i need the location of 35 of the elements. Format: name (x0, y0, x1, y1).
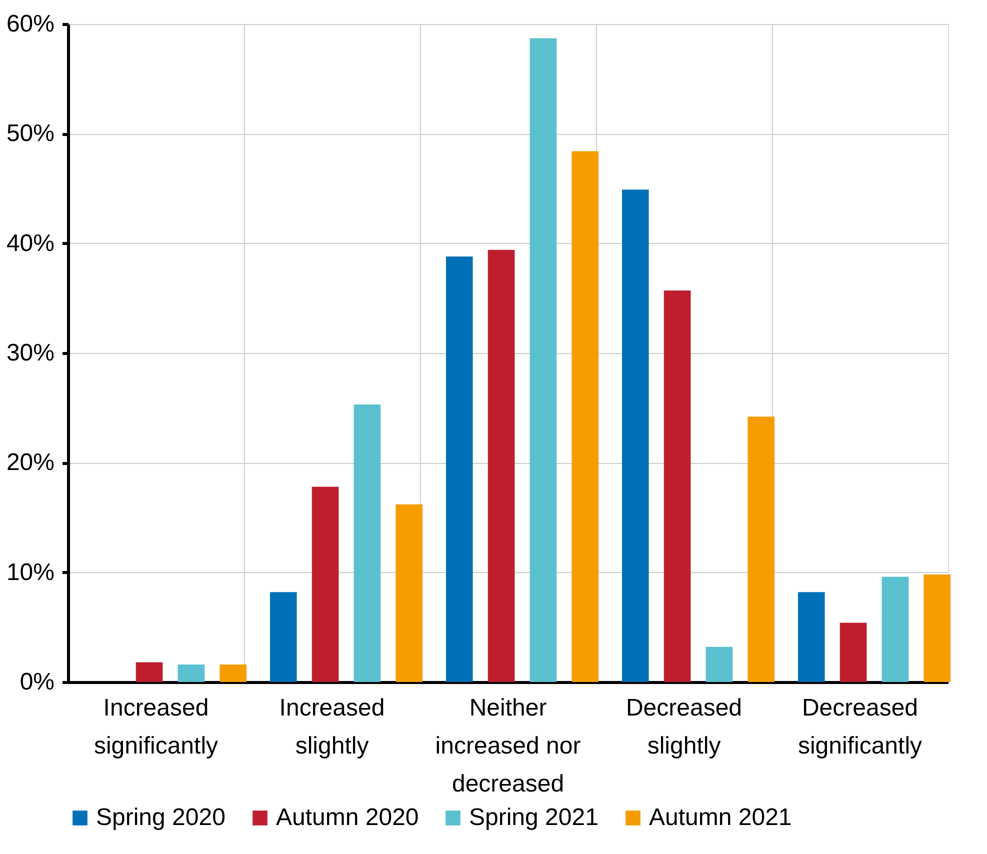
y-tick-label: 0% (20, 668, 54, 696)
x-tick-label: Increased slightly (279, 694, 385, 760)
y-tick-label: 50% (6, 120, 54, 148)
bar (622, 190, 649, 682)
x-tick-label: Neither increased nor decreased (435, 694, 581, 798)
x-tick-label: Decreased significantly (798, 694, 922, 760)
bar (396, 504, 423, 682)
y-tick-label: 20% (6, 449, 54, 476)
bar (840, 622, 867, 682)
bar (798, 592, 825, 682)
y-tick-label: 10% (6, 558, 54, 586)
x-tick-label: Increased significantly (94, 694, 218, 760)
bar (354, 404, 381, 682)
bar (882, 576, 909, 682)
legend-label: Spring 2021 (469, 804, 598, 831)
bar (664, 290, 691, 682)
bar (748, 416, 775, 682)
bar (706, 646, 733, 682)
bar (220, 664, 247, 682)
bar (270, 592, 297, 682)
bar (530, 38, 557, 682)
bar (312, 486, 339, 682)
x-tick-label: Decreased slightly (626, 694, 742, 760)
bar (488, 250, 515, 682)
y-tick-label: 40% (6, 230, 54, 257)
legend-label: Spring 2020 (96, 804, 226, 831)
bar (136, 662, 163, 682)
bar (446, 256, 473, 682)
bar (572, 151, 599, 682)
bar (924, 574, 951, 682)
legend-label: Autumn 2021 (649, 804, 792, 831)
legend-label: Autumn 2020 (276, 804, 419, 831)
y-tick-label: 60% (6, 10, 54, 38)
y-tick-label: 30% (6, 340, 54, 366)
bar (178, 664, 205, 682)
